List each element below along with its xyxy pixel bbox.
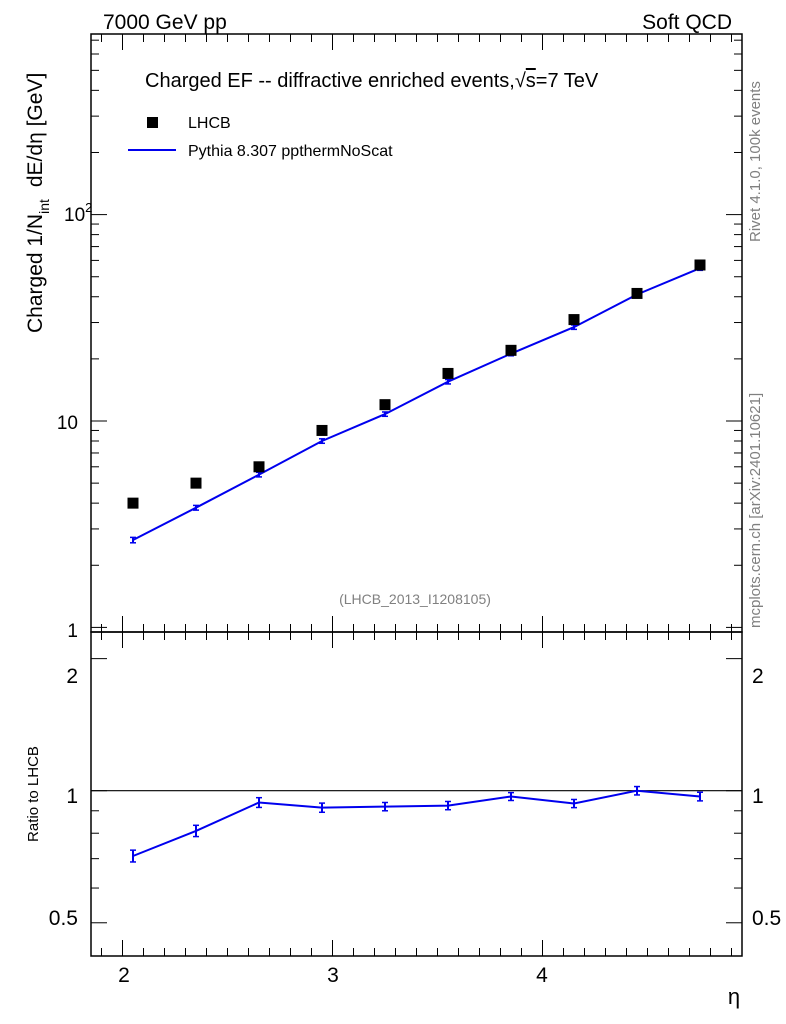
ratio-tick-label-right-1: 1 — [752, 785, 764, 808]
data-point — [505, 344, 517, 356]
mc-line — [132, 267, 701, 541]
legend: LHCB Pythia 8.307 ppthermNoScat — [128, 115, 393, 160]
ratio-tick-label-left-2: 2 — [66, 665, 78, 688]
data-point — [631, 287, 643, 299]
rivet-label: Rivet 4.1.0, 100k events — [747, 81, 764, 242]
ratio-marks — [130, 785, 703, 863]
x-axis-title: η — [728, 984, 740, 1009]
mcplots-label: mcplots.cern.ch [arXiv:2401.10621] — [747, 393, 764, 628]
data-point — [694, 259, 706, 271]
chart-title: Charged EF -- diffractive enriched event… — [145, 70, 599, 92]
ratio-frame — [90, 631, 743, 957]
y-axis-title-sub: int — [36, 199, 52, 214]
y-axis-title-a: Charged 1/N — [24, 214, 47, 333]
legend-label-lhcb: LHCB — [188, 115, 231, 132]
data-point — [379, 399, 391, 411]
x-tick-label-4: 4 — [536, 964, 548, 987]
header-left: 7000 GeV pp — [103, 11, 227, 34]
analysis-id: (LHCB_2013_I1208105) — [339, 591, 491, 607]
chart-title-sqrt: √ — [515, 70, 526, 92]
ratio-line — [132, 789, 701, 857]
ratio-axis-ticks — [91, 632, 742, 956]
legend-label-pythia: Pythia 8.307 ppthermNoScat — [188, 143, 393, 160]
data-point — [253, 461, 265, 473]
legend-marker-lhcb — [147, 117, 158, 128]
header-right: Soft QCD — [642, 11, 732, 34]
x-tick-label-2: 2 — [118, 964, 130, 987]
data-point — [442, 367, 454, 379]
x-tick-label-3: 3 — [327, 964, 339, 987]
y-tick-label-100: 102 — [64, 200, 92, 226]
main-marks — [127, 259, 706, 544]
ratio-y-axis-title: Ratio to LHCB — [25, 746, 42, 842]
y-axis-title: Charged 1/Nint dE/dη [GeV] — [24, 73, 52, 333]
chart-title-s: s — [526, 70, 536, 92]
y-tick-label-100-base: 10 — [64, 205, 85, 226]
ratio-tick-label-left-0.5: 0.5 — [49, 907, 78, 930]
data-point — [316, 424, 328, 436]
y-tick-label-100-exp: 2 — [85, 200, 92, 215]
ratio-tick-label-right-2: 2 — [752, 665, 764, 688]
y-axis-title-b: dE/dη [GeV] — [24, 73, 47, 187]
data-point — [190, 477, 202, 489]
ratio-tick-label-right-0.5: 0.5 — [752, 907, 781, 930]
data-point — [127, 497, 139, 509]
chart-title-prefix: Charged EF -- diffractive enriched event… — [145, 70, 515, 92]
data-point — [568, 314, 580, 326]
chart-title-suffix: =7 TeV — [536, 70, 599, 92]
main-axis-ticks — [91, 34, 742, 632]
y-tick-label-1: 1 — [67, 621, 78, 642]
y-tick-label-10: 10 — [57, 413, 78, 434]
ratio-tick-label-left-1: 1 — [66, 785, 78, 808]
